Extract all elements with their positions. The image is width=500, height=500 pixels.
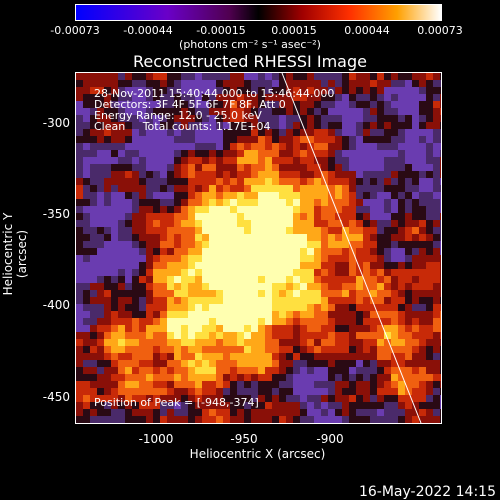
energy-range-label: Energy Range: 12.0 - 25.0 keV <box>94 109 262 122</box>
colorbar-units: (photons cm⁻² s⁻¹ asec⁻²) <box>179 38 321 51</box>
y-tick: -350 <box>42 207 70 221</box>
colorbar-tick: 0.00044 <box>344 24 390 37</box>
detectors-label: Detectors: 3F 4F 5F 6F 7F 8F, Att 0 <box>94 98 286 111</box>
colorbar-tick: -0.00044 <box>123 24 173 37</box>
x-tick: -950 <box>230 432 258 446</box>
footer-date: 16-May-2022 14:15 <box>358 484 496 500</box>
colorbar-tick: -0.00073 <box>50 24 100 37</box>
clean-counts-label: Clean Total counts: 1.17E+04 <box>94 120 271 133</box>
y-axis-label: Heliocentric Y (arcsec) <box>1 212 29 296</box>
colorbar-tick: 0.00073 <box>417 24 463 37</box>
colorbar-tick: -0.00015 <box>196 24 246 37</box>
time-range-label: 28-Nov-2011 15:40:44.000 to 15:46:44.000 <box>94 87 335 100</box>
image-canvas <box>76 73 441 423</box>
plot-title: Reconstructed RHESSI Image <box>133 52 367 71</box>
y-tick: -300 <box>42 116 70 130</box>
solar-limb-line <box>281 73 422 423</box>
rhessi-image <box>75 72 442 424</box>
x-tick: -1000 <box>138 432 174 446</box>
x-tick: -900 <box>316 432 344 446</box>
colorbar <box>75 4 442 21</box>
y-tick: -450 <box>42 390 70 404</box>
x-axis-label: Heliocentric X (arcsec) <box>189 447 326 461</box>
y-tick: -400 <box>42 298 70 312</box>
peak-position-label: Position of Peak = [-948,-374] <box>94 396 259 409</box>
colorbar-tick: 0.00015 <box>271 24 317 37</box>
